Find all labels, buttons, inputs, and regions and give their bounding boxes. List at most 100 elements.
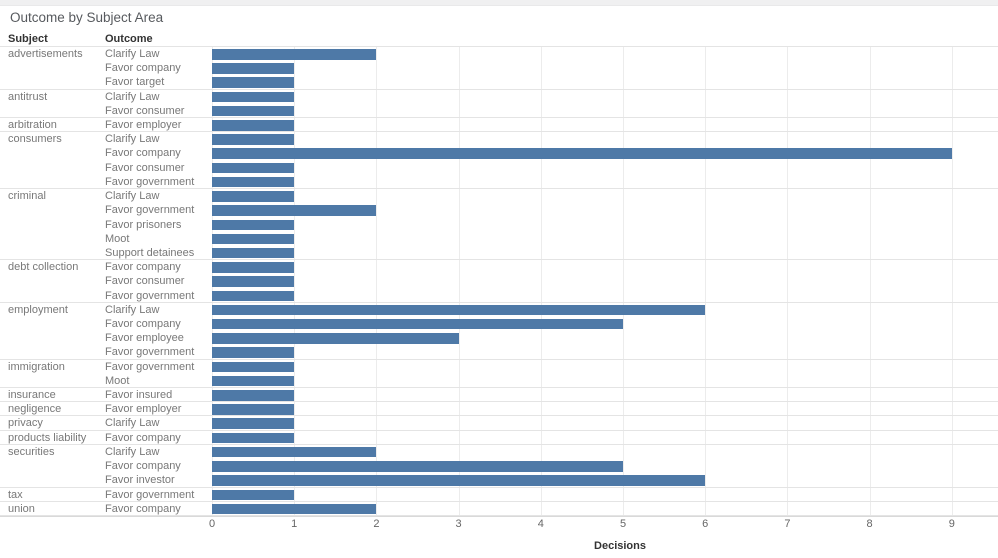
subject-label[interactable]: advertisements — [8, 48, 83, 60]
outcome-label[interactable]: Clarify Law — [105, 303, 160, 316]
bar[interactable] — [212, 162, 295, 174]
axis-tick-label: 5 — [619, 518, 627, 530]
table-row: privacy Clarify Law — [0, 416, 998, 430]
bar[interactable] — [212, 262, 295, 273]
outcome-label[interactable]: Favor employer — [105, 119, 182, 132]
outcome-label[interactable]: Favor company — [105, 62, 181, 75]
table-row: Favor company — [0, 459, 998, 473]
bar[interactable] — [212, 176, 295, 188]
outcome-label[interactable]: Favor company — [105, 261, 181, 274]
subject-label[interactable]: criminal — [8, 190, 46, 203]
outcome-label[interactable]: Favor employer — [105, 403, 182, 416]
table-row: insurance Favor insured — [0, 388, 998, 402]
table-row: consumers Clarify Law — [0, 132, 998, 146]
table-row: Favor employee — [0, 331, 998, 345]
bar[interactable] — [212, 347, 295, 358]
axis-baseline — [0, 516, 998, 517]
subject-label[interactable]: immigration — [8, 360, 65, 373]
outcome-label[interactable]: Favor consumer — [105, 104, 185, 117]
outcome-label[interactable]: Favor employee — [105, 332, 184, 345]
outcome-label[interactable]: Favor government — [105, 488, 195, 501]
bar[interactable] — [212, 503, 377, 515]
outcome-label[interactable]: Moot — [105, 374, 130, 387]
outcome-label[interactable]: Favor company — [105, 317, 181, 330]
bar[interactable] — [212, 404, 295, 415]
outcome-label[interactable]: Favor company — [105, 431, 181, 444]
bar[interactable] — [212, 105, 295, 117]
subject-label[interactable]: privacy — [8, 417, 43, 430]
outcome-label[interactable]: Favor company — [105, 460, 181, 473]
subject-label[interactable]: negligence — [8, 403, 62, 416]
outcome-label[interactable]: Favor government — [105, 175, 195, 188]
gridline — [376, 47, 378, 516]
subject-label[interactable]: arbitration — [8, 119, 57, 132]
outcome-label[interactable]: Favor investor — [105, 474, 175, 487]
outcome-label[interactable]: Favor government — [105, 204, 195, 217]
outcome-label[interactable]: Favor consumer — [105, 275, 185, 288]
bar[interactable] — [212, 191, 295, 202]
bar[interactable] — [212, 63, 295, 74]
bar[interactable] — [212, 205, 377, 216]
outcome-label[interactable]: Favor company — [105, 147, 181, 160]
outcome-label[interactable]: Clarify Law — [105, 133, 160, 146]
column-header-outcome[interactable]: Outcome — [105, 33, 153, 45]
subject-label[interactable]: products liability — [8, 431, 87, 444]
subject-label[interactable]: antitrust — [8, 90, 48, 103]
bar[interactable] — [212, 290, 295, 302]
bar[interactable] — [212, 361, 295, 373]
table-row: Favor company — [0, 146, 998, 160]
outcome-label[interactable]: Favor government — [105, 289, 195, 302]
separator-line — [0, 188, 998, 190]
bar[interactable] — [212, 148, 952, 159]
outcome-label[interactable]: Clarify Law — [105, 445, 160, 458]
gridline — [951, 47, 953, 516]
subject-label[interactable]: securities — [8, 445, 55, 458]
table-row: Favor consumer — [0, 104, 998, 118]
outcome-label[interactable]: Favor prisoners — [105, 218, 182, 231]
outcome-label[interactable]: Favor government — [105, 360, 195, 373]
table-row: Favor government — [0, 345, 998, 359]
subject-label[interactable]: insurance — [8, 389, 56, 402]
separator-line — [0, 358, 998, 360]
subject-label[interactable]: union — [8, 502, 35, 515]
bar[interactable] — [212, 304, 706, 316]
bar[interactable] — [212, 489, 295, 500]
bar[interactable] — [212, 49, 377, 60]
bar[interactable] — [212, 276, 295, 287]
bar[interactable] — [212, 318, 623, 330]
column-header-subject[interactable]: Subject — [8, 33, 48, 45]
outcome-label[interactable]: Favor consumer — [105, 161, 185, 174]
outcome-label[interactable]: Clarify Law — [105, 90, 160, 103]
bar[interactable] — [212, 134, 295, 145]
subject-label[interactable]: employment — [8, 303, 68, 316]
outcome-label[interactable]: Favor insured — [105, 389, 173, 402]
outcome-label[interactable]: Clarify Law — [105, 417, 160, 430]
bar[interactable] — [212, 390, 295, 401]
outcome-label[interactable]: Favor company — [105, 502, 181, 515]
bar[interactable] — [212, 120, 295, 131]
bar[interactable] — [212, 77, 295, 88]
bar[interactable] — [212, 333, 459, 344]
bar[interactable] — [212, 233, 295, 245]
table-row: Favor investor — [0, 473, 998, 487]
table-row: immigration Favor government — [0, 360, 998, 374]
outcome-label[interactable]: Support detainees — [105, 246, 195, 259]
bar[interactable] — [212, 432, 295, 444]
subject-label[interactable]: debt collection — [8, 261, 79, 274]
bar[interactable] — [212, 219, 295, 231]
outcome-label[interactable]: Clarify Law — [105, 190, 160, 203]
bar[interactable] — [212, 91, 295, 103]
bar[interactable] — [212, 461, 623, 472]
subject-label[interactable]: tax — [8, 488, 23, 501]
bar[interactable] — [212, 418, 295, 429]
outcome-label[interactable]: Favor government — [105, 346, 195, 359]
bar[interactable] — [212, 375, 295, 387]
bar[interactable] — [212, 446, 377, 458]
outcome-label[interactable]: Favor target — [105, 76, 165, 89]
bar[interactable] — [212, 247, 295, 259]
subject-label[interactable]: consumers — [8, 133, 62, 146]
separator-line — [0, 514, 998, 516]
outcome-label[interactable]: Clarify Law — [105, 48, 160, 60]
bar[interactable] — [212, 475, 706, 486]
outcome-label[interactable]: Moot — [105, 232, 130, 245]
